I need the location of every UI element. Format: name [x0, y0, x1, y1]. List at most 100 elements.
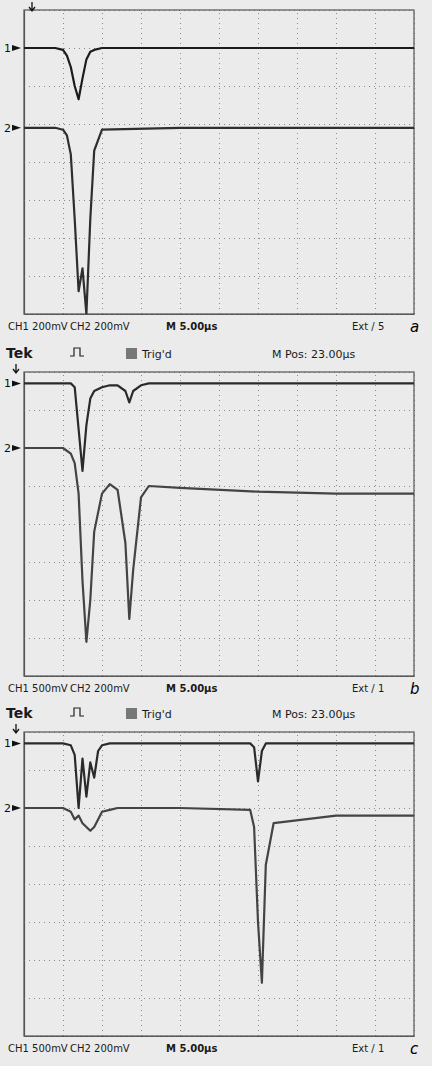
footer-text: CH2 200mV	[70, 683, 130, 694]
footer-text: Ext / 5	[352, 321, 384, 332]
grid-line	[180, 732, 181, 1036]
channel-label: 1	[4, 737, 11, 750]
tick	[24, 162, 414, 163]
channel-label: 2	[4, 442, 11, 455]
tick	[63, 732, 64, 1036]
tick	[297, 372, 298, 676]
grid-line	[24, 410, 414, 411]
grid-line	[258, 10, 259, 314]
y-axis	[24, 733, 414, 1037]
grid-line	[141, 372, 142, 676]
grid-line	[180, 10, 181, 314]
tick	[180, 10, 181, 314]
trace	[24, 383, 414, 470]
panel-letter: c	[410, 1040, 419, 1058]
channel-label: 2	[4, 802, 11, 815]
channel-label: 1	[4, 377, 11, 390]
footer-text: CH1 500mV	[8, 1043, 68, 1054]
tick	[258, 372, 259, 676]
x-axis	[25, 10, 415, 315]
grid-line	[24, 600, 414, 601]
panel-background	[0, 0, 432, 344]
grid-line	[141, 10, 142, 314]
tick	[180, 372, 181, 676]
header-text: Trig'd	[141, 348, 172, 361]
traces	[24, 48, 414, 314]
grid-line	[102, 10, 103, 314]
grid-line	[297, 372, 298, 676]
trigger-arrow	[29, 2, 35, 11]
header-text: M Pos: 23.00µs	[272, 348, 355, 361]
tick	[102, 372, 103, 676]
grid-line	[24, 162, 414, 163]
trigger-glyph	[70, 348, 84, 356]
tick	[141, 372, 142, 676]
tick	[336, 372, 337, 676]
channel-label: 2	[4, 122, 11, 135]
grid-line	[375, 732, 376, 1036]
trace	[24, 128, 414, 314]
grid-line	[141, 732, 142, 1036]
footer-text: M 5.00µs	[166, 321, 217, 332]
panel-1: 12TekTrig'dM Pos: 23.00µsCH1 500mVCH2 20…	[0, 342, 432, 706]
grid-line	[375, 372, 376, 676]
channel-label: 1	[4, 42, 11, 55]
channel-arrow	[12, 805, 21, 811]
trace	[24, 48, 414, 99]
tick	[180, 732, 181, 1036]
tick	[24, 86, 414, 87]
grid-line	[24, 486, 414, 487]
footer-text: M 5.00µs	[166, 1043, 217, 1054]
grid-line	[102, 372, 103, 676]
plot-frame	[24, 10, 414, 314]
grid-line	[297, 10, 298, 314]
tick	[375, 732, 376, 1036]
grid-line	[24, 884, 414, 885]
grid-line	[24, 524, 414, 525]
channel-arrow	[12, 445, 21, 451]
tick	[141, 732, 142, 1036]
grid-line	[258, 372, 259, 676]
tick	[375, 372, 376, 676]
footer-text: CH2 200mV	[70, 321, 130, 332]
tick	[375, 10, 376, 314]
panel-letter: b	[410, 680, 420, 698]
x-axis	[25, 372, 415, 677]
tick	[102, 732, 103, 1036]
y-axis	[24, 11, 414, 315]
panel-2: 12TekTrig'dM Pos: 23.00µsCH1 500mVCH2 20…	[0, 702, 432, 1066]
tick	[24, 884, 414, 885]
grid-line	[336, 732, 337, 1036]
tick	[24, 524, 414, 525]
tick	[24, 486, 414, 487]
channel-arrow	[12, 380, 21, 386]
tick	[24, 238, 414, 239]
plot-frame	[24, 372, 414, 676]
panel-letter: a	[410, 318, 419, 336]
y-axis	[24, 373, 414, 677]
trace	[24, 448, 414, 642]
grid-line	[24, 846, 414, 847]
grid-line	[336, 372, 337, 676]
grid-line	[24, 124, 414, 125]
footer-text: CH1 200mV	[8, 321, 68, 332]
grid-line	[63, 10, 64, 314]
tick	[24, 638, 414, 639]
channel-arrow	[12, 740, 21, 746]
header-text: Trig'd	[141, 708, 172, 721]
trigger-arrow	[13, 724, 19, 733]
tick	[102, 10, 103, 314]
trigger-icon	[126, 708, 137, 719]
trigger-icon	[126, 348, 137, 359]
channel-arrow	[12, 45, 21, 51]
grid-line	[24, 922, 414, 923]
oscilloscope-figure: 12CH1 200mVCH2 200mVM 5.00µsExt / 5a12Te…	[0, 0, 432, 1088]
grid-line	[24, 998, 414, 999]
grid-line	[24, 638, 414, 639]
header-text: Tek	[6, 345, 33, 361]
tick	[297, 10, 298, 314]
tick	[297, 732, 298, 1036]
tick	[336, 732, 337, 1036]
grid-line	[63, 372, 64, 676]
tick	[141, 10, 142, 314]
